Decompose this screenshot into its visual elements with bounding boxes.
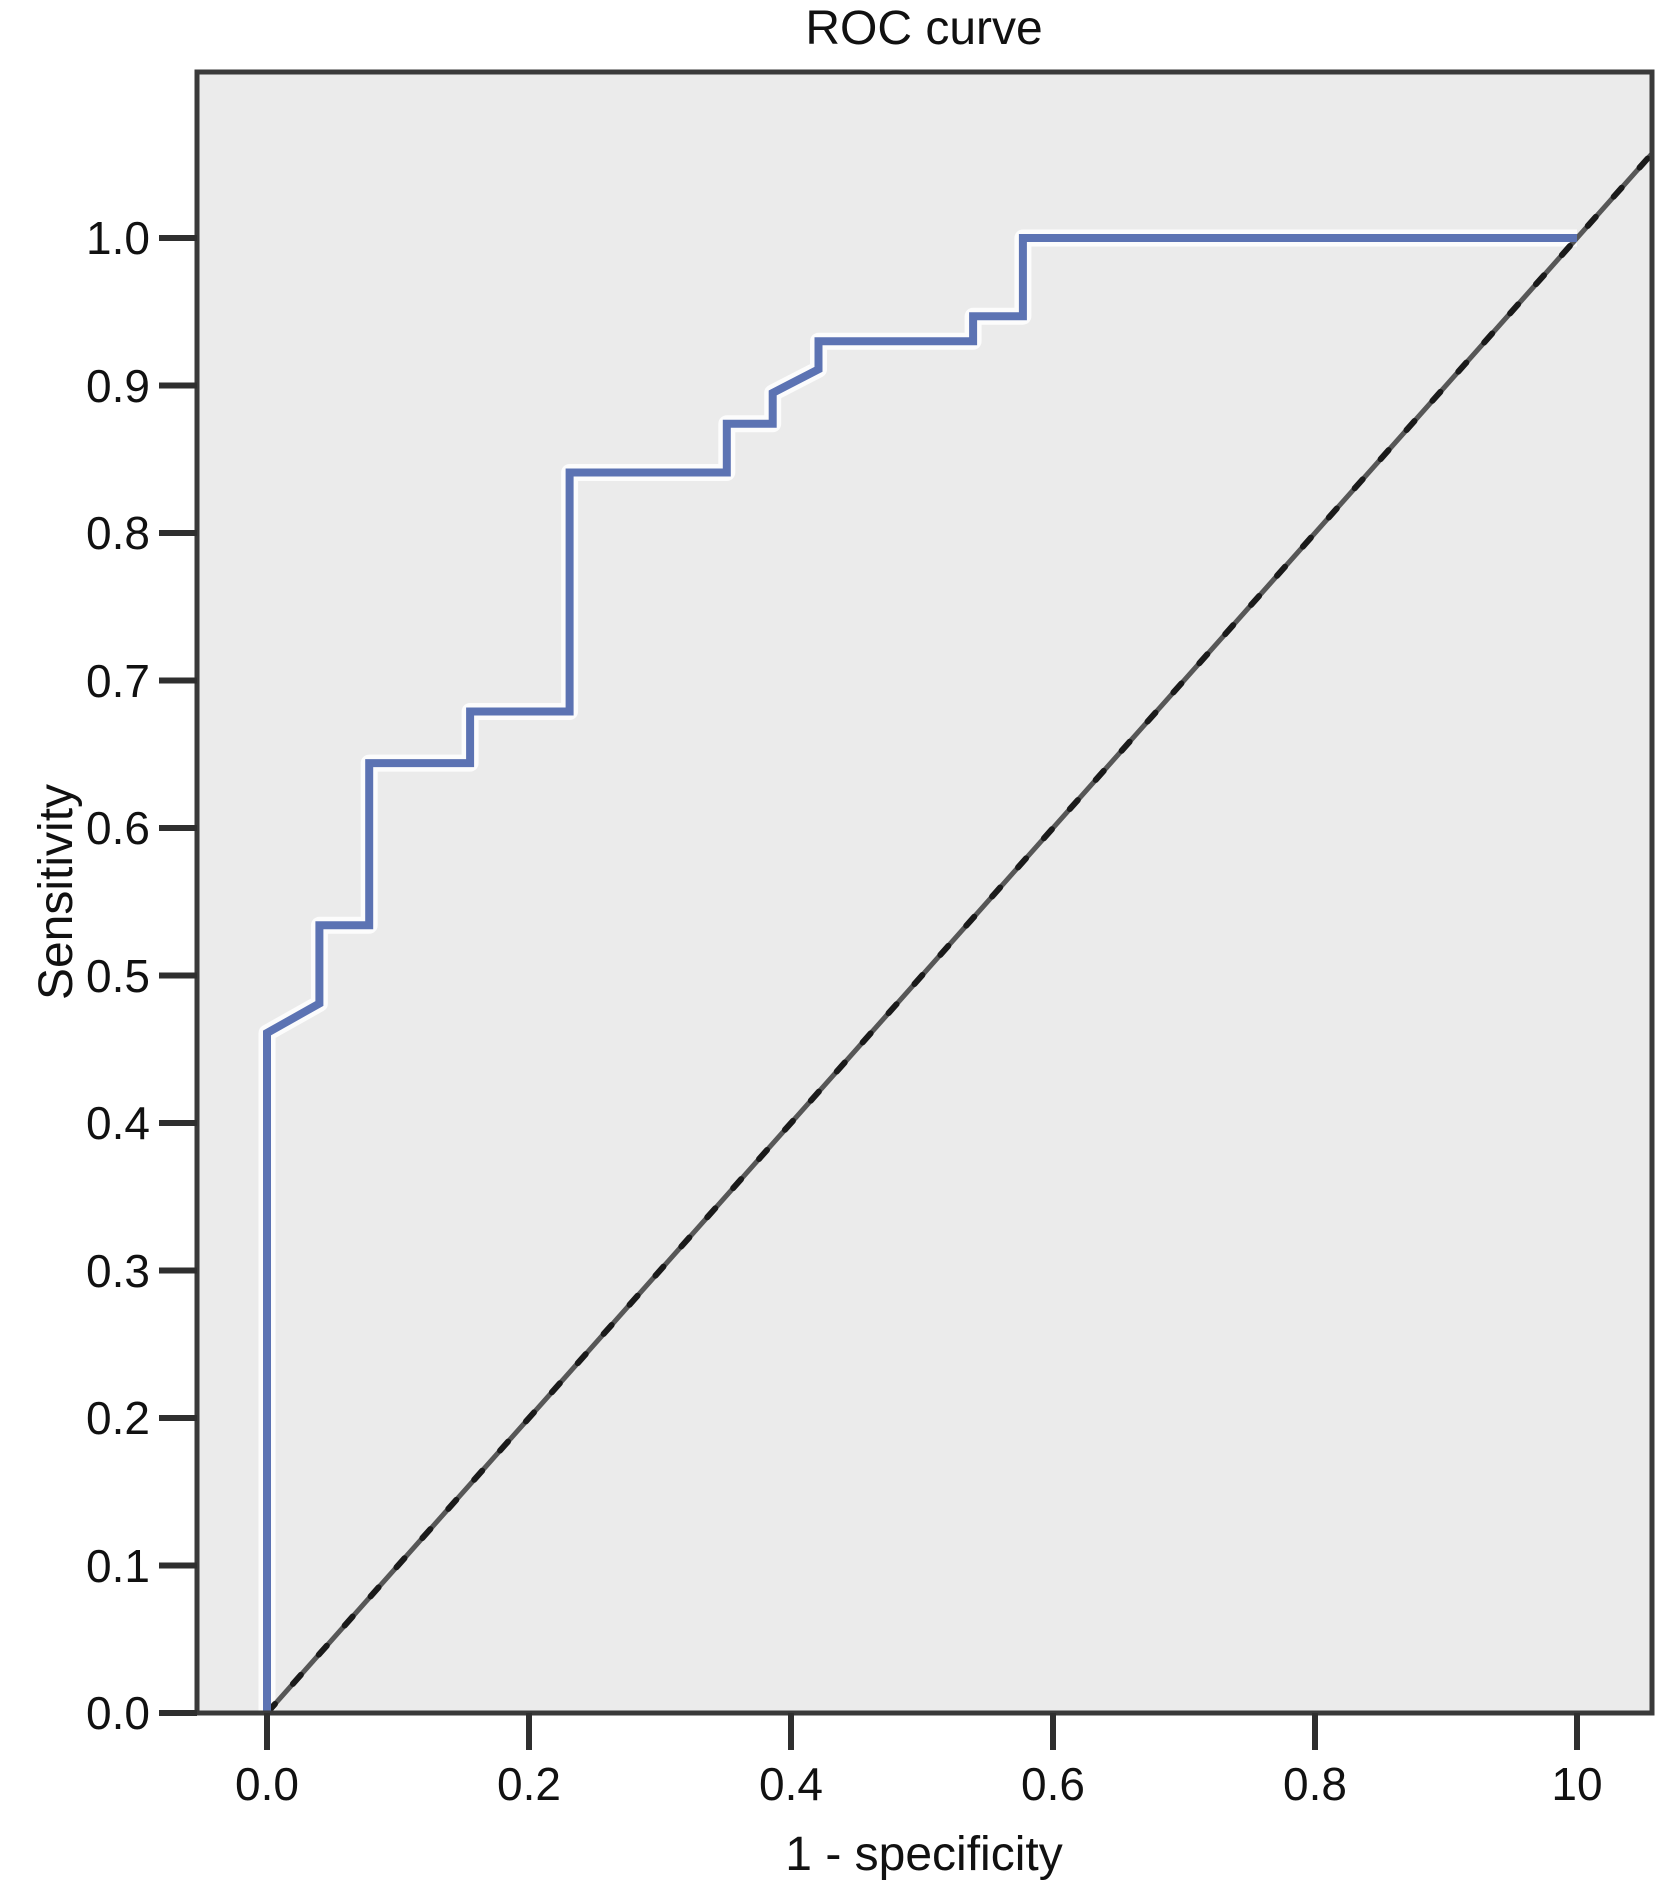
y-tick-label: 0.6 [86,802,150,854]
y-tick-label: 0.8 [86,507,150,559]
x-tick-label: 0.8 [1283,1758,1347,1810]
y-axis-title: Sensitivity [30,784,83,1000]
x-tick-label: 0.6 [1021,1758,1085,1810]
y-tick-label: 0.3 [86,1245,150,1297]
x-axis-tick-labels: 0.0 0.2 0.4 0.6 0.8 10 [235,1758,1603,1810]
reference-diagonal-line [265,152,1654,1715]
plot-frame [194,69,1655,1716]
x-tick-label: 10 [1551,1758,1602,1810]
x-tick-label: 0.0 [235,1758,299,1810]
y-tick-label: 0.5 [86,950,150,1002]
x-axis-ticks [264,1713,1580,1750]
roc-curve-line [263,234,1577,1713]
x-tick-label: 0.2 [497,1758,561,1810]
y-tick-label: 1.0 [86,212,150,264]
y-axis-ticks [159,235,197,1716]
chart-title: ROC curve [805,2,1042,55]
y-tick-label: 0.0 [86,1687,150,1739]
y-tick-label: 0.2 [86,1392,150,1444]
plot-area [197,72,1652,1713]
x-tick-label: 0.4 [759,1758,823,1810]
y-axis-tick-labels: 0.0 0.1 0.2 0.3 0.4 0.5 0.6 0.7 0.8 0.9 … [86,212,150,1739]
x-axis-title: 1 - specificity [785,1828,1062,1881]
y-tick-label: 0.4 [86,1097,150,1149]
y-tick-label: 0.7 [86,655,150,707]
y-tick-label: 0.9 [86,360,150,412]
y-tick-label: 0.1 [86,1540,150,1592]
